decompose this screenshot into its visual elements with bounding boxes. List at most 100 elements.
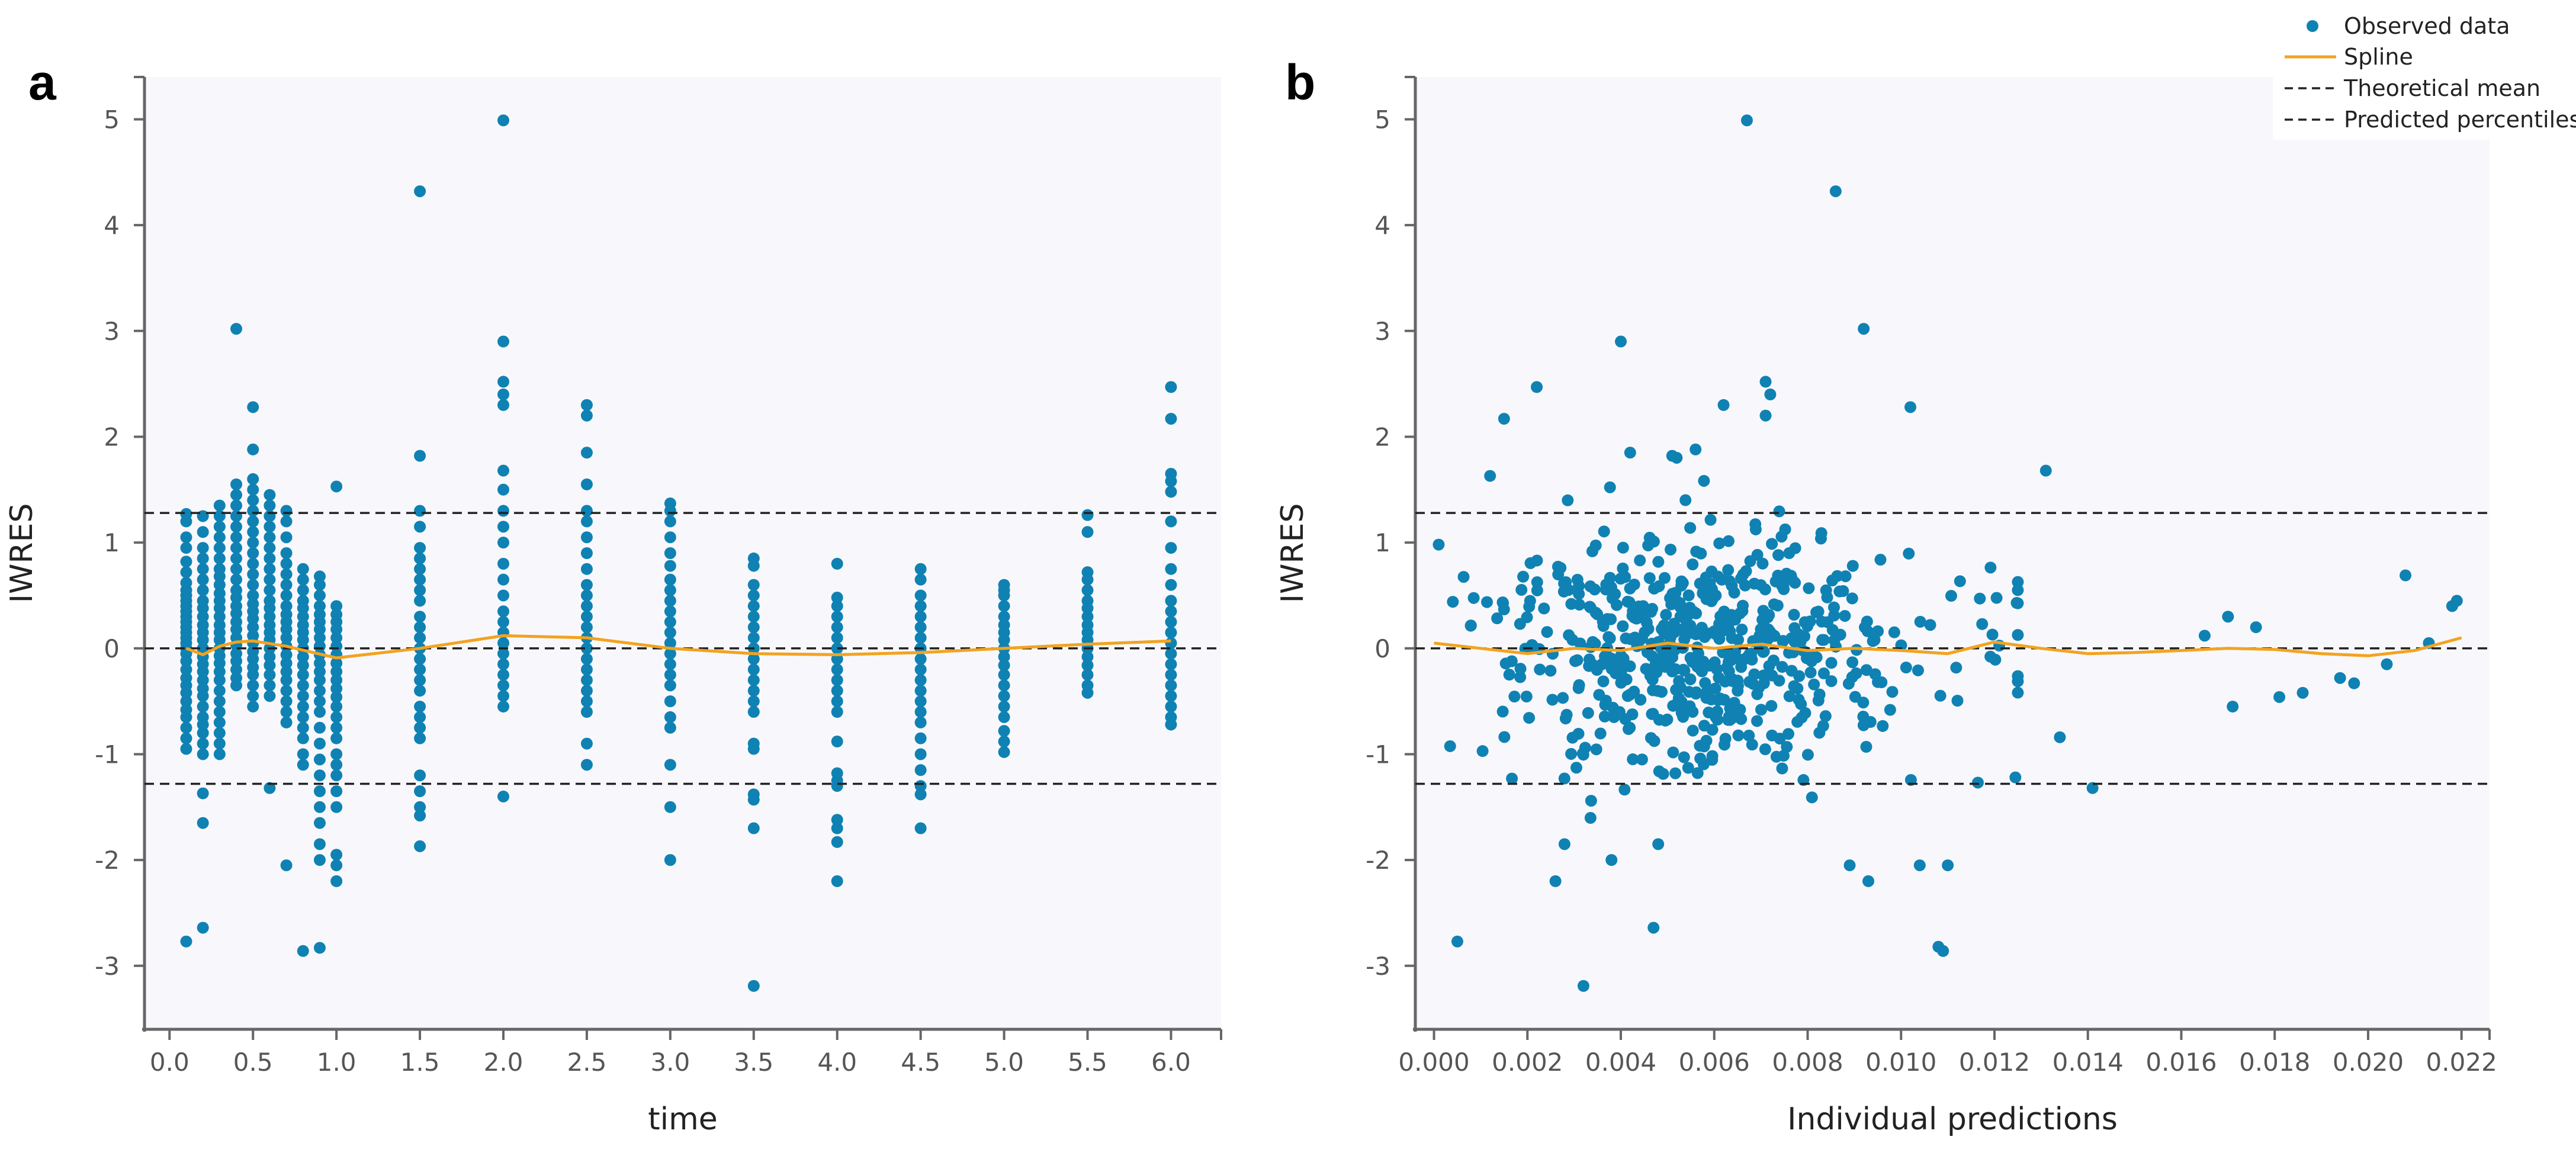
- observed-point: [1675, 579, 1688, 592]
- observed-point: [914, 674, 927, 686]
- observed-point: [1695, 547, 1707, 560]
- observed-point: [1653, 580, 1665, 592]
- observed-point: [1590, 743, 1602, 756]
- observed-point: [2250, 621, 2262, 634]
- observed-point: [1165, 486, 1177, 498]
- observed-point: [1843, 859, 1856, 872]
- observed-point: [1624, 688, 1636, 701]
- observed-point: [197, 701, 209, 713]
- observed-point: [1624, 633, 1637, 646]
- observed-point: [664, 560, 676, 572]
- observed-point: [1605, 854, 1618, 866]
- observed-point: [197, 563, 209, 575]
- observed-point: [664, 505, 676, 517]
- observed-point: [1767, 654, 1780, 667]
- observed-point: [197, 634, 209, 646]
- observed-point: [280, 600, 293, 612]
- observed-point: [2009, 771, 2022, 784]
- observed-point: [1618, 784, 1631, 796]
- observed-point: [831, 814, 843, 826]
- observed-point: [1562, 494, 1574, 506]
- observed-point: [1467, 592, 1480, 604]
- observed-point: [247, 515, 259, 528]
- observed-point: [247, 537, 259, 549]
- y-tick-label: 3: [1374, 317, 1390, 346]
- observed-point: [297, 669, 309, 681]
- observed-point: [497, 605, 509, 618]
- observed-point: [1589, 638, 1601, 650]
- observed-point: [247, 679, 259, 692]
- observed-point: [1565, 747, 1578, 760]
- legend: Observed data Spline Theoretical mean Predi…: [2273, 5, 2576, 140]
- observed-point: [1795, 698, 1807, 710]
- observed-point: [2273, 691, 2286, 703]
- observed-point: [1569, 655, 1582, 667]
- observed-point: [1447, 596, 1459, 608]
- observed-point: [2334, 672, 2346, 684]
- observed-point: [280, 648, 293, 661]
- observed-point: [664, 616, 676, 628]
- observed-point: [1791, 715, 1804, 728]
- observed-point: [1558, 838, 1570, 850]
- observed-point: [1846, 592, 1858, 605]
- observed-point: [580, 531, 593, 544]
- observed-point: [297, 945, 309, 957]
- observed-point: [1937, 945, 1949, 957]
- observed-point: [1971, 776, 1984, 789]
- observed-point: [2222, 611, 2234, 623]
- observed-point: [580, 447, 593, 459]
- observed-point: [1698, 587, 1710, 599]
- observed-point: [747, 743, 760, 755]
- observed-point: [297, 732, 309, 744]
- observed-point: [1984, 650, 1997, 663]
- observed-point: [1165, 475, 1177, 487]
- observed-point: [2348, 677, 2360, 689]
- observed-point: [497, 669, 509, 681]
- observed-point: [1604, 632, 1616, 644]
- observed-point: [197, 718, 209, 731]
- observed-point: [1798, 616, 1811, 628]
- observed-point: [414, 663, 426, 676]
- y-tick-label: -3: [1366, 952, 1390, 981]
- observed-point: [1642, 622, 1655, 635]
- observed-point: [1826, 624, 1839, 636]
- observed-point: [1743, 730, 1755, 742]
- observed-point: [747, 611, 760, 623]
- observed-point: [664, 711, 676, 723]
- observed-point: [1165, 579, 1177, 591]
- observed-point: [2054, 731, 2066, 743]
- observed-point: [414, 573, 426, 586]
- observed-point: [998, 725, 1010, 737]
- observed-point: [180, 556, 192, 568]
- observed-point: [197, 674, 209, 686]
- observed-point: [1558, 772, 1570, 785]
- legend-box: [2273, 5, 2576, 140]
- observed-point: [247, 621, 259, 634]
- observed-point: [664, 515, 676, 528]
- observed-point: [230, 499, 243, 512]
- observed-point: [330, 859, 343, 872]
- observed-point: [1544, 664, 1557, 677]
- observed-point: [747, 600, 760, 612]
- observed-point: [2012, 576, 2024, 588]
- observed-point: [230, 573, 243, 586]
- legend-percentiles-label: Predicted percentiles: [2344, 107, 2576, 133]
- observed-point: [247, 612, 259, 625]
- observed-point: [1598, 525, 1610, 538]
- observed-point: [1457, 571, 1470, 583]
- observed-point: [1594, 727, 1607, 740]
- observed-point: [1165, 515, 1177, 528]
- observed-point: [414, 595, 426, 607]
- x-tick-label: 0.012: [1959, 1048, 2030, 1077]
- observed-point: [213, 531, 226, 544]
- observed-point: [264, 489, 276, 501]
- observed-point: [1678, 751, 1690, 763]
- observed-point: [180, 732, 192, 744]
- observed-point: [1877, 720, 1889, 732]
- observed-point: [230, 607, 243, 619]
- observed-point: [664, 584, 676, 596]
- observed-point: [330, 849, 343, 861]
- y-axis-label: IWRES: [4, 503, 40, 603]
- observed-point: [1785, 570, 1797, 582]
